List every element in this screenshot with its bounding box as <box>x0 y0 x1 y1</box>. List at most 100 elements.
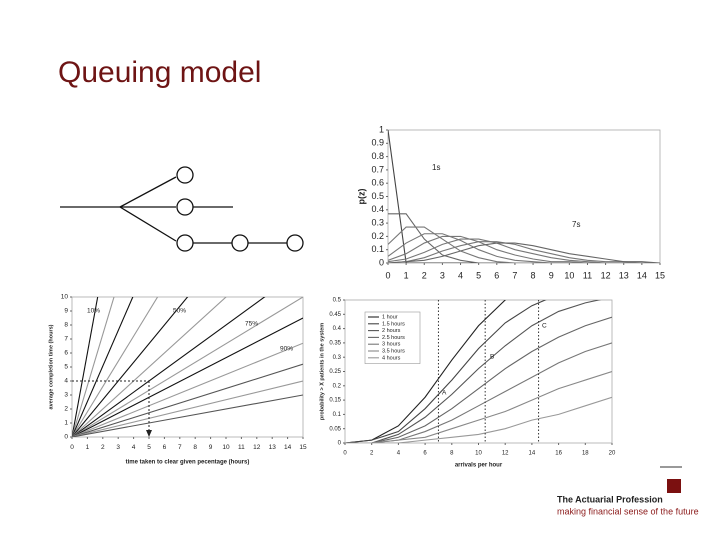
x-tick-label: 2 <box>101 444 105 451</box>
slide-title: Queuing model <box>58 56 261 89</box>
x-tick-label: 1 <box>86 444 90 451</box>
series-line <box>72 297 159 437</box>
x-tick-label: 15 <box>655 270 665 280</box>
x-axis-title: time taken to clear given pecentage (hou… <box>126 460 250 466</box>
y-axis-title: average completion time (hours) <box>48 324 54 409</box>
series-line <box>388 233 660 263</box>
series-line <box>72 380 303 437</box>
x-tick-label: 7 <box>178 444 182 451</box>
x-tick-label: 16 <box>555 451 562 457</box>
x-tick-label: 13 <box>619 270 629 280</box>
x-tick-label: 4 <box>132 444 136 451</box>
annotation: A <box>442 390 447 397</box>
series-line <box>345 370 612 443</box>
legend-label: 4 hours <box>382 355 401 361</box>
series-line <box>72 297 115 437</box>
y-tick-label: 0 <box>338 441 342 447</box>
x-tick-label: 9 <box>549 270 554 280</box>
y-tick-label: 0.2 <box>371 231 384 241</box>
x-tick-label: 14 <box>529 451 536 457</box>
y-tick-label: 0.05 <box>329 426 341 432</box>
y-tick-label: 0.5 <box>371 191 384 201</box>
x-tick-label: 8 <box>450 451 454 457</box>
y-axis-title: p(z) <box>356 189 366 205</box>
legend-label: 3 hours <box>382 342 401 348</box>
series-line <box>388 238 660 263</box>
server <box>286 234 304 252</box>
footer-tagline: making financial sense of the future <box>557 506 699 516</box>
series-line <box>72 317 303 437</box>
x-tick-label: 11 <box>238 444 245 451</box>
series-line <box>72 297 303 437</box>
x-tick-label: 7 <box>512 270 517 280</box>
x-tick-label: 5 <box>476 270 481 280</box>
annotation: B <box>490 354 494 361</box>
series-line <box>388 213 660 263</box>
x-tick-label: 1 <box>404 270 409 280</box>
arrow <box>119 206 177 242</box>
x-tick-label: 6 <box>423 451 427 457</box>
series-line <box>72 363 303 437</box>
y-tick-label: 0.4 <box>333 326 342 332</box>
series-line <box>345 316 612 443</box>
series-line <box>72 342 303 437</box>
server <box>176 198 194 216</box>
x-tick-label: 12 <box>601 270 611 280</box>
y-tick-label: 0.8 <box>371 151 384 161</box>
x-tick-label: 18 <box>582 451 589 457</box>
x-tick-label: 2 <box>422 270 427 280</box>
x-tick-label: 12 <box>253 444 261 451</box>
y-tick-label: 0.35 <box>329 340 341 346</box>
series-line <box>388 241 660 263</box>
series-line <box>72 297 266 437</box>
x-tick-label: 10 <box>475 451 482 457</box>
y-axis-title: probability > X patients in the system <box>319 323 325 420</box>
y-tick-label: 0.9 <box>371 138 384 148</box>
series-line <box>388 242 660 263</box>
x-tick-label: 8 <box>193 444 197 451</box>
series-line <box>388 235 660 263</box>
x-tick-label: 20 <box>609 451 616 457</box>
server <box>176 234 194 252</box>
x-tick-label: 2 <box>370 451 374 457</box>
x-axis-title: arrivals per hour <box>455 463 503 469</box>
y-tick-label: 0.5 <box>333 298 342 304</box>
y-tick-label: 9 <box>64 308 68 315</box>
y-tick-label: 0.7 <box>371 164 384 174</box>
y-tick-label: 0.2 <box>333 383 342 389</box>
y-tick-label: 2 <box>64 406 68 413</box>
x-tick-label: 13 <box>269 444 277 451</box>
footer-org: The Actuarial Profession <box>557 494 663 504</box>
x-tick-label: 0 <box>343 451 347 457</box>
y-tick-label: 0.3 <box>371 217 384 227</box>
y-tick-label: 0.15 <box>329 398 341 404</box>
reference-arrow <box>146 430 152 437</box>
annotation: 7s <box>572 220 580 229</box>
series-line <box>345 396 612 443</box>
series-line <box>345 300 547 443</box>
y-tick-label: 0.1 <box>333 412 342 418</box>
y-tick-label: 0.1 <box>371 244 384 254</box>
logo-square <box>667 479 681 493</box>
arrow <box>119 176 177 208</box>
series-line <box>72 394 303 437</box>
y-tick-label: 0.6 <box>371 178 384 188</box>
series-line <box>72 297 134 437</box>
y-tick-label: 0 <box>64 434 68 441</box>
legend-label: 2.5 hours <box>382 335 405 341</box>
series-line <box>345 300 602 443</box>
series-line <box>72 297 227 437</box>
y-tick-label: 8 <box>64 322 68 329</box>
series-line <box>72 297 189 437</box>
server <box>231 234 249 252</box>
y-tick-label: 10 <box>61 294 69 301</box>
annotation: C <box>542 323 547 330</box>
x-tick-label: 14 <box>284 444 292 451</box>
x-tick-label: 14 <box>637 270 647 280</box>
x-tick-label: 3 <box>116 444 120 451</box>
x-tick-label: 9 <box>209 444 213 451</box>
annotation: 90% <box>280 346 293 353</box>
annotation: 50% <box>173 308 186 315</box>
